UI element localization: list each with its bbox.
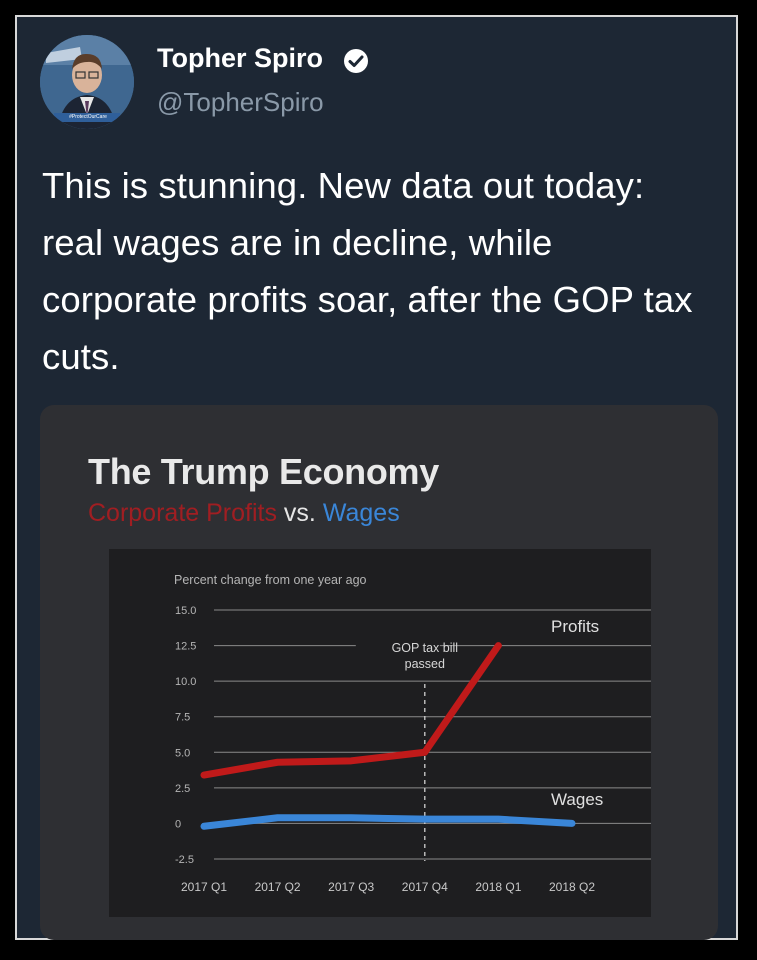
data-point-wages — [422, 817, 427, 822]
series-line-profits — [200, 642, 502, 779]
data-point-wages — [275, 815, 280, 820]
tweet-text: This is stunning. New data out today: re… — [42, 165, 693, 377]
x-tick-label: 2018 Q1 — [475, 880, 521, 894]
y-tick-label: 10.0 — [175, 676, 196, 688]
y-tick-label: 2.5 — [175, 783, 190, 795]
data-point-profits — [496, 643, 501, 648]
x-tick-label: 2018 Q2 — [549, 880, 595, 894]
y-axis-label: Percent change from one year ago — [174, 573, 367, 587]
data-point-wages — [349, 815, 354, 820]
y-tick-label: 0 — [175, 818, 181, 830]
annotation-label: GOP tax bill — [392, 641, 458, 655]
chart-title: The Trump Economy — [88, 451, 439, 492]
media-image[interactable]: The Trump Economy Corporate Profits vs. … — [40, 405, 718, 940]
verified-badge-icon — [344, 49, 368, 73]
x-tick-label: 2017 Q2 — [255, 880, 301, 894]
series-line-wages — [200, 814, 576, 830]
annotation-label: passed — [405, 657, 445, 671]
line-chart: Percent change from one year ago 15.0 12.5… — [174, 573, 651, 894]
series-label-profits: Profits — [551, 617, 599, 636]
avatar-caption: #ProtectOurCare — [69, 114, 107, 120]
data-point-profits — [275, 760, 280, 765]
data-point-wages — [202, 824, 206, 829]
data-point-profits — [422, 750, 427, 755]
series-label-wages: Wages — [551, 790, 603, 809]
x-tick-label: 2017 Q3 — [328, 880, 374, 894]
subtitle-wages: Wages — [322, 499, 400, 527]
tweet-card: #ProtectOurCare Topher Spiro @TopherSpir… — [15, 15, 738, 940]
author-name[interactable]: Topher Spiro — [157, 43, 323, 73]
y-tick-label: 7.5 — [175, 712, 190, 724]
y-tick-label: 12.5 — [175, 641, 196, 653]
chart-panel: Percent change from one year ago 15.0 12.5… — [109, 549, 651, 917]
avatar[interactable]: #ProtectOurCare — [40, 35, 134, 129]
subtitle-profits: Corporate Profits — [88, 499, 277, 527]
data-point-profits — [202, 773, 206, 778]
subtitle-vs: vs. — [276, 499, 323, 527]
x-tick-label: 2017 Q1 — [181, 880, 227, 894]
y-tick-label: 15.0 — [175, 605, 196, 617]
data-point-wages — [570, 821, 574, 826]
data-point-profits — [349, 758, 354, 763]
author-handle[interactable]: @TopherSpiro — [157, 87, 324, 117]
chart-subtitle: Corporate Profits vs. Wages — [88, 499, 400, 528]
y-tick-label: -2.5 — [175, 854, 194, 866]
y-tick-label: 5.0 — [175, 747, 190, 759]
x-tick-label: 2017 Q4 — [402, 880, 448, 894]
data-point-wages — [496, 817, 501, 822]
